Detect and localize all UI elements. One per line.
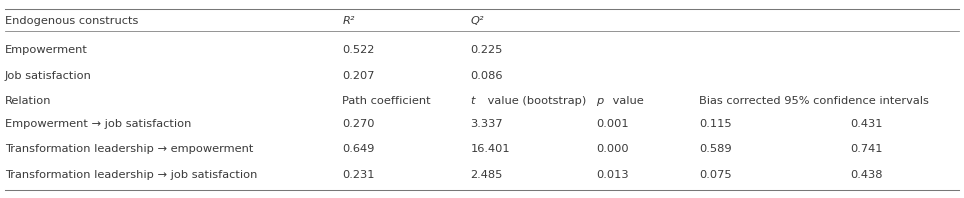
Text: 0.438: 0.438 xyxy=(850,170,883,180)
Text: 0.741: 0.741 xyxy=(850,145,883,154)
Text: 3.337: 3.337 xyxy=(470,119,503,129)
Text: 16.401: 16.401 xyxy=(470,145,510,154)
Text: 0.075: 0.075 xyxy=(699,170,732,180)
Text: 0.001: 0.001 xyxy=(596,119,629,129)
Text: 0.013: 0.013 xyxy=(596,170,629,180)
Text: Empowerment → job satisfaction: Empowerment → job satisfaction xyxy=(5,119,191,129)
Text: Path coefficient: Path coefficient xyxy=(342,96,431,106)
Text: 0.431: 0.431 xyxy=(850,119,883,129)
Text: 0.000: 0.000 xyxy=(596,145,629,154)
Text: 0.207: 0.207 xyxy=(342,71,375,81)
Text: p: p xyxy=(596,96,603,106)
Text: t: t xyxy=(470,96,475,106)
Text: 2.485: 2.485 xyxy=(470,170,503,180)
Text: 0.270: 0.270 xyxy=(342,119,375,129)
Text: 0.086: 0.086 xyxy=(470,71,503,81)
Text: Empowerment: Empowerment xyxy=(5,46,88,55)
Text: Q²: Q² xyxy=(470,16,484,26)
Text: 0.589: 0.589 xyxy=(699,145,732,154)
Text: value (bootstrap): value (bootstrap) xyxy=(484,96,586,106)
Text: Bias corrected 95% confidence intervals: Bias corrected 95% confidence intervals xyxy=(699,96,928,106)
Text: R²: R² xyxy=(342,16,355,26)
Text: Relation: Relation xyxy=(5,96,51,106)
Text: Job satisfaction: Job satisfaction xyxy=(5,71,92,81)
Text: 0.649: 0.649 xyxy=(342,145,375,154)
Text: Transformation leadership → job satisfaction: Transformation leadership → job satisfac… xyxy=(5,170,257,180)
Text: 0.231: 0.231 xyxy=(342,170,375,180)
Text: 0.225: 0.225 xyxy=(470,46,503,55)
Text: Endogenous constructs: Endogenous constructs xyxy=(5,16,138,26)
Text: value: value xyxy=(609,96,644,106)
Text: Transformation leadership → empowerment: Transformation leadership → empowerment xyxy=(5,145,254,154)
Text: 0.115: 0.115 xyxy=(699,119,732,129)
Text: 0.522: 0.522 xyxy=(342,46,375,55)
